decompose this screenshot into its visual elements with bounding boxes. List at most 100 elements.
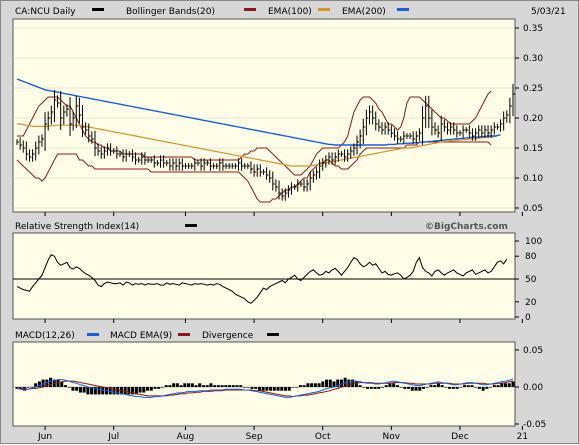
divergence-bar <box>403 387 407 389</box>
divergence-bar <box>82 387 86 393</box>
bollinger-upper-line <box>17 90 492 176</box>
divergence-bar <box>112 387 116 395</box>
divergence-bar <box>257 387 261 391</box>
rsi-y-tick-label: 20 <box>525 298 537 308</box>
divergence-bar <box>97 387 101 395</box>
rsi-plot <box>13 254 515 304</box>
ema200-legend-swatch <box>397 8 409 11</box>
divergence-title: Divergence <box>202 331 254 341</box>
price-y-tick-label: 0.25 <box>523 84 543 94</box>
divergence-bar <box>362 387 366 388</box>
divergence-bar <box>153 387 157 389</box>
x-tick-label: Sep <box>246 432 263 442</box>
divergence-bar <box>366 387 370 389</box>
divergence-bar <box>380 387 384 388</box>
price-bars <box>16 83 515 201</box>
divergence-bar <box>26 387 30 388</box>
rsi-y-tick-label: 100 <box>525 237 542 247</box>
divergence-bar <box>220 385 224 387</box>
divergence-bar <box>474 387 478 388</box>
divergence-bar <box>489 387 493 388</box>
price-y-tick-label: 0.10 <box>523 174 543 184</box>
ema200-line <box>16 78 501 146</box>
divergence-bar <box>250 387 254 389</box>
divergence-bar <box>138 387 142 393</box>
divergence-bar <box>351 379 355 387</box>
divergence-bar <box>373 387 377 389</box>
divergence-bar <box>90 387 94 395</box>
divergence-bar <box>448 387 452 389</box>
x-tick-label: Jun <box>37 432 52 442</box>
divergence-bar <box>157 387 161 389</box>
divergence-bar <box>384 385 388 387</box>
divergence-bar <box>131 387 135 395</box>
rsi-line <box>16 254 508 304</box>
divergence-bar <box>444 387 448 388</box>
divergence-bar <box>56 379 60 387</box>
macd-title: MACD(12,26) <box>15 331 75 341</box>
divergence-bar <box>63 385 67 387</box>
bigcharts-watermark: ©BigCharts.com <box>425 222 508 232</box>
divergence-bar <box>235 385 239 387</box>
rsi-y-tick-label: 80 <box>525 252 537 262</box>
divergence-bar <box>332 381 336 387</box>
divergence-bar <box>328 379 332 387</box>
divergence-bar <box>45 379 49 387</box>
divergence-bar <box>108 387 112 395</box>
macd-ema-line <box>16 380 514 398</box>
divergence-bar <box>470 385 474 387</box>
legend-ema200: EMA(200) <box>342 7 386 17</box>
divergence-bar <box>500 383 504 387</box>
divergence-bar <box>71 387 75 391</box>
divergence-bar <box>310 383 314 387</box>
divergence-bar <box>205 385 209 387</box>
divergence-bar <box>511 381 515 387</box>
divergence-bar <box>179 385 183 387</box>
ema100-line <box>17 123 498 167</box>
divergence-bar <box>284 387 288 391</box>
divergence-bar <box>276 387 280 391</box>
divergence-bar <box>392 383 396 387</box>
price-y-tick-label: 0.35 <box>523 24 543 34</box>
divergence-bar <box>433 385 437 387</box>
divergence-bar <box>466 385 470 387</box>
divergence-bar <box>463 385 467 387</box>
chart-date: 5/03/21 <box>531 7 566 17</box>
divergence-bar <box>172 383 176 387</box>
divergence-bar <box>60 381 64 387</box>
divergence-bar <box>34 383 38 387</box>
x-tick-label: Jul <box>107 432 119 442</box>
divergence-bar <box>347 379 351 387</box>
divergence-bar <box>261 387 265 391</box>
divergence-bar <box>187 383 191 387</box>
divergence-bar <box>242 387 246 388</box>
divergence-bar <box>377 387 381 389</box>
rsi-y-axis: 100 80 50 20 0 <box>515 237 542 323</box>
divergence-bar <box>336 379 340 387</box>
divergence-bar <box>272 387 276 391</box>
divergence-bar <box>507 383 511 387</box>
macd-ema-title: MACD EMA(9) <box>110 331 172 341</box>
divergence-bar <box>216 385 220 387</box>
price-panel <box>12 18 516 213</box>
divergence-bar <box>313 383 317 387</box>
divergence-bar <box>190 383 194 387</box>
divergence-bar <box>358 385 362 387</box>
divergence-bar <box>414 387 418 391</box>
x-axis: JunJulAugSepOctNovDec21FebMarApr <box>37 212 528 442</box>
divergence-bar <box>317 383 321 387</box>
legend-ema100: EMA(100) <box>268 7 312 17</box>
divergence-bar <box>477 387 481 389</box>
divergence-bar <box>325 379 329 387</box>
divergence-bar <box>436 383 440 387</box>
rsi-title: Relative Strength Index(14) <box>15 222 139 232</box>
bollinger-legend-swatch <box>244 8 256 11</box>
rsi-legend-swatch <box>185 224 197 227</box>
divergence-bar <box>410 387 414 391</box>
divergence-bar <box>425 387 429 388</box>
divergence-bar <box>49 377 53 387</box>
divergence-bar <box>440 385 444 387</box>
price-y-tick-label: 0.20 <box>523 114 543 124</box>
macd-y-tick-label: 0.05 <box>523 346 543 356</box>
